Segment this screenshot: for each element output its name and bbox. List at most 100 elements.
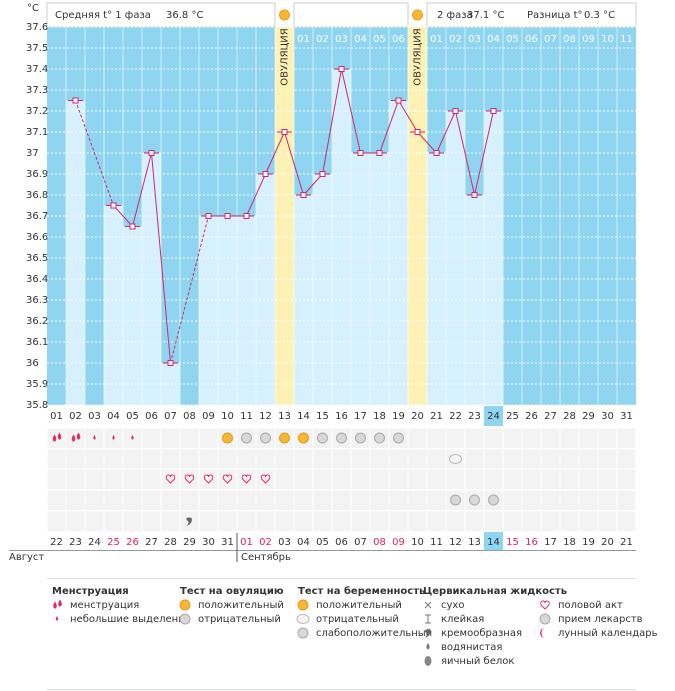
temperature-bar xyxy=(218,216,237,405)
y-tick-label: 36.5 xyxy=(26,253,48,264)
icon-cell xyxy=(369,489,390,511)
date-label: 19 xyxy=(582,537,595,548)
icon-cell xyxy=(179,468,200,490)
x-tick-label: 26 xyxy=(525,411,538,422)
icon-cell xyxy=(293,468,314,490)
icon-cell xyxy=(502,489,523,511)
temperature-point xyxy=(148,150,155,156)
icon-cell xyxy=(122,510,143,532)
ovulation-icon xyxy=(279,9,290,21)
icon-cell xyxy=(445,427,466,449)
temperature-line xyxy=(113,205,133,227)
icon-cell xyxy=(103,489,124,511)
icon-cell xyxy=(198,427,219,449)
phase-day-label: 01 xyxy=(297,34,310,45)
date-label: 05 xyxy=(316,537,329,548)
date-label: 02 xyxy=(259,537,272,548)
icon-cell xyxy=(350,448,371,470)
icon-cell xyxy=(293,489,314,511)
icon-cell xyxy=(255,448,276,470)
date-label: 22 xyxy=(50,537,63,548)
icon-cell xyxy=(616,510,637,532)
icon-cell xyxy=(597,427,618,449)
y-tick-label: 37.5 xyxy=(26,43,48,54)
phase-day-label: 03 xyxy=(468,34,481,45)
x-tick-label: 01 xyxy=(50,411,63,422)
y-unit: °C xyxy=(27,3,39,14)
date-label: 17 xyxy=(544,537,557,548)
temperature-point xyxy=(471,192,478,198)
header-value: 0.3 °C xyxy=(584,10,615,21)
icon-cell xyxy=(502,427,523,449)
icon-cell xyxy=(350,489,371,511)
oval-icon xyxy=(449,454,462,464)
circle-icon xyxy=(374,432,385,444)
x-tick-label: 18 xyxy=(373,411,386,422)
icon-cell xyxy=(578,510,599,532)
icon-cell xyxy=(84,448,105,470)
phase-day-label: 08 xyxy=(563,34,576,45)
y-tick-label: 37 xyxy=(26,148,39,159)
icon-cell xyxy=(559,427,580,449)
date-label: 14 xyxy=(487,537,500,548)
circle-icon xyxy=(179,613,191,625)
x-tick-label: 19 xyxy=(392,411,405,422)
icon-cell xyxy=(198,448,219,470)
temperature-line xyxy=(284,131,304,196)
x-tick-label: 06 xyxy=(145,411,158,422)
date-label: 13 xyxy=(468,537,481,548)
temperature-point xyxy=(490,108,497,114)
legend-label: прием лекарств xyxy=(558,614,643,625)
icon-cell xyxy=(255,468,276,490)
icon-cell xyxy=(236,468,257,490)
legend-label: менструация xyxy=(70,600,139,611)
circle-icon xyxy=(298,432,309,444)
icon-cell xyxy=(236,489,257,511)
y-tick-label: 35.9 xyxy=(26,379,48,390)
x-tick-label: 21 xyxy=(430,411,443,422)
icon-cell xyxy=(559,448,580,470)
date-label: 16 xyxy=(525,537,538,548)
drop-icon xyxy=(52,434,57,442)
x-tick-label: 13 xyxy=(278,411,291,422)
temperature-bar xyxy=(123,226,142,405)
icon-cell xyxy=(160,427,181,449)
icon-cell xyxy=(540,468,561,490)
icon-cell xyxy=(46,468,67,490)
temperature-point xyxy=(110,202,117,209)
header-label: 2 фаза xyxy=(437,10,473,21)
icon-cell xyxy=(521,448,542,470)
creamy-icon xyxy=(425,629,431,638)
icon-cell xyxy=(84,489,105,511)
x-tick-label: 07 xyxy=(164,411,177,422)
date-label: 08 xyxy=(373,537,386,548)
icon-cell xyxy=(521,489,542,511)
x-tick-label: 12 xyxy=(259,411,272,422)
icon-cell xyxy=(312,468,333,490)
drop-icon xyxy=(55,616,59,621)
temperature-bar xyxy=(199,216,218,405)
circle-icon xyxy=(222,432,233,444)
date-label: 07 xyxy=(354,537,367,548)
y-tick-label: 36.9 xyxy=(26,169,48,180)
phase-day-label: 02 xyxy=(316,34,329,45)
icon-cell xyxy=(540,510,561,532)
legend-label: яичный белок xyxy=(441,656,514,667)
drop-icon xyxy=(58,599,62,607)
x-tick-label: 20 xyxy=(411,411,424,422)
temperature-bar xyxy=(313,174,332,405)
icon-cell xyxy=(65,489,86,511)
icon-cell xyxy=(331,489,352,511)
legend-title: Тест на овуляцию xyxy=(180,586,284,597)
x-tick-label: 24 xyxy=(487,411,500,422)
date-label: 24 xyxy=(88,537,101,548)
temperature-line xyxy=(379,100,399,154)
highlight-date xyxy=(484,532,503,550)
x-tick-label: 30 xyxy=(601,411,614,422)
icon-cell xyxy=(274,448,295,470)
icon-cell xyxy=(559,468,580,490)
icon-cell xyxy=(540,489,561,511)
icon-cell xyxy=(578,489,599,511)
x-tick-label: 08 xyxy=(183,411,196,422)
circle-icon xyxy=(260,432,271,444)
